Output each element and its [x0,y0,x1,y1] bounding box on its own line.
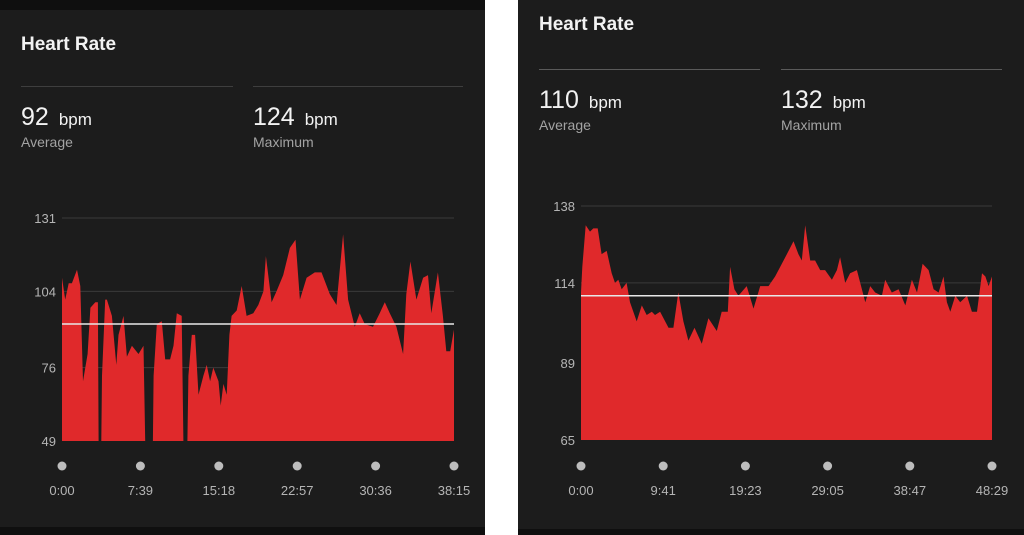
average-unit: bpm [588,93,622,112]
average-stat: 92 bpm Average [21,103,92,150]
maximum-label: Maximum [253,134,314,150]
y-tick-label: 89 [561,356,575,371]
divider [539,69,760,70]
average-value: 110 [539,86,579,114]
y-tick-label: 65 [561,433,575,448]
average-value: 92 [21,103,49,131]
maximum-value: 132 [781,86,823,114]
x-tick-dot [576,461,586,471]
x-tick-label: 30:36 [359,483,392,498]
bottom-band [0,527,485,535]
y-tick-label: 49 [42,434,56,449]
x-tick-label: 7:39 [128,483,153,498]
card-title: Heart Rate [539,14,635,35]
bottom-band [518,529,1024,535]
maximum-unit: bpm [832,93,866,112]
x-tick-label: 19:23 [729,483,762,498]
x-tick-dot [214,461,224,471]
x-tick-label: 0:00 [49,483,74,498]
y-tick-label: 114 [554,276,575,291]
x-tick-label: 29:05 [811,483,844,498]
top-band [0,0,485,10]
average-stat: 110 bpm Average [539,86,622,133]
maximum-label: Maximum [781,117,842,133]
y-tick-label: 104 [34,284,56,299]
average-label: Average [21,134,73,150]
x-tick-label: 48:29 [976,483,1009,498]
heart-rate-area [62,234,454,441]
x-tick-dot [292,461,302,471]
divider [21,86,233,87]
x-tick-dot [449,461,459,471]
card-title: Heart Rate [21,34,117,55]
x-tick-dot [823,461,833,471]
x-tick-dot [371,461,381,471]
x-tick-dot [740,461,750,471]
average-unit: bpm [58,110,92,129]
x-tick-label: 22:57 [281,483,314,498]
divider [253,86,463,87]
x-tick-dot [987,461,997,471]
x-tick-dot [905,461,915,471]
heart-rate-area [581,225,992,440]
y-tick-label: 131 [34,211,56,226]
x-tick-label: 38:15 [438,483,471,498]
x-tick-label: 38:47 [894,483,927,498]
divider [781,69,1002,70]
x-tick-dot [57,461,67,471]
maximum-unit: bpm [304,110,338,129]
x-tick-label: 9:41 [651,483,676,498]
maximum-value: 124 [253,103,295,131]
y-tick-label: 138 [553,199,575,214]
maximum-stat: 132 bpm Maximum [781,86,866,133]
x-tick-dot [135,461,145,471]
y-tick-label: 76 [42,361,56,376]
x-tick-label: 15:18 [203,483,236,498]
x-tick-label: 0:00 [568,483,593,498]
maximum-stat: 124 bpm Maximum [253,103,338,150]
average-label: Average [539,117,591,133]
x-tick-dot [658,461,668,471]
